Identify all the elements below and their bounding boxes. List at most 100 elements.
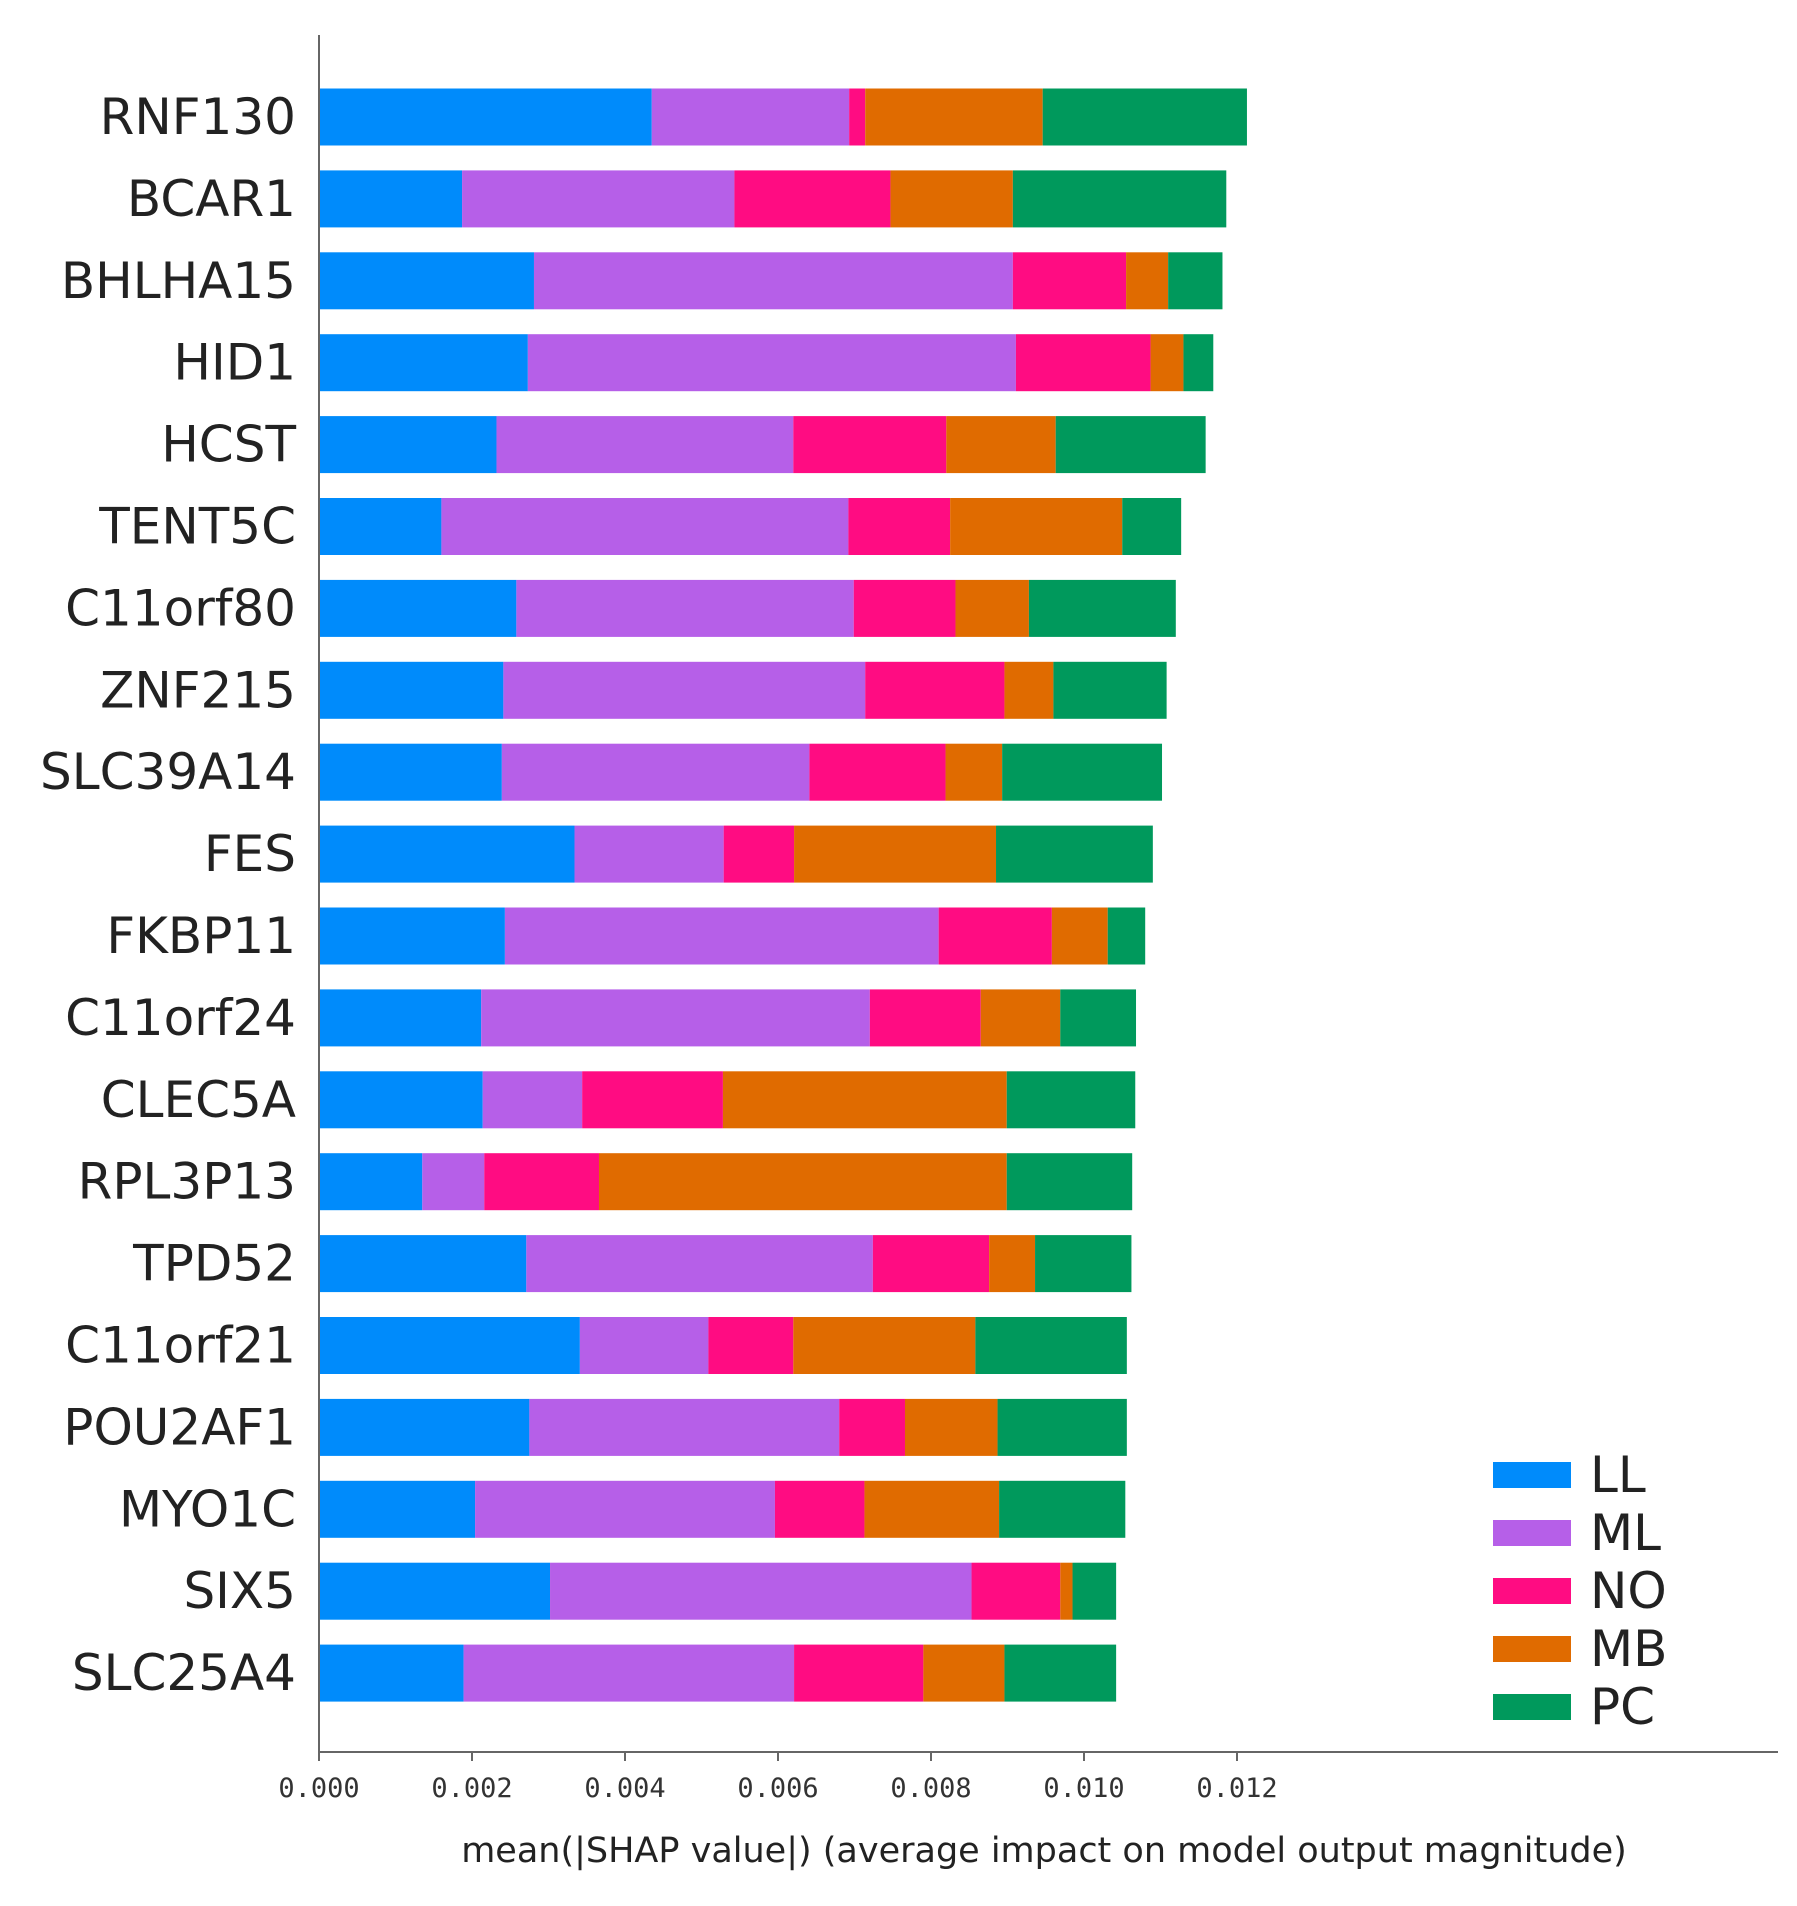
y-tick-label-znf215: ZNF215 <box>100 661 296 719</box>
x-tick-label: 0.006 <box>737 1773 818 1804</box>
bar-segment-slc25a4-pc <box>1004 1644 1117 1702</box>
bar-segment-rpl3p13-ml <box>422 1153 485 1211</box>
bar-segment-c11orf21-mb <box>793 1317 976 1374</box>
bar-segment-tent5c-mb <box>950 498 1123 555</box>
bar-segment-hcst-pc <box>1055 416 1206 474</box>
bar-segment-tpd52-ml <box>526 1235 873 1293</box>
bar-segment-fkbp11-ml <box>504 907 939 965</box>
bar-segment-clec5a-pc <box>1006 1071 1136 1129</box>
y-tick-label-pou2af1: POU2AF1 <box>63 1398 296 1456</box>
y-tick-label-rpl3p13: RPL3P13 <box>78 1153 296 1211</box>
bar-segment-c11orf24-no <box>869 989 981 1047</box>
bar-segment-rpl3p13-no <box>484 1153 599 1211</box>
bar-segment-znf215-pc <box>1053 661 1167 719</box>
bar-segment-tent5c-ml <box>441 498 849 555</box>
bar-segment-znf215-ml <box>503 661 866 719</box>
bar-segment-fes-pc <box>996 825 1153 883</box>
bar-segment-pou2af1-mb <box>904 1398 998 1456</box>
bar-segment-bhlha15-pc <box>1168 252 1223 310</box>
bar-segment-tpd52-pc <box>1035 1235 1132 1293</box>
x-ticks-group: 0.000 0.002 0.004 0.006 0.008 0.010 0.012 <box>278 1752 1278 1804</box>
bar-segment-fes-mb <box>794 825 997 883</box>
bar-segment-six5-mb <box>1060 1562 1073 1620</box>
bar-segment-pou2af1-ml <box>529 1398 840 1456</box>
bar-segment-clec5a-mb <box>722 1071 1007 1129</box>
bar-segment-znf215-no <box>865 661 1005 719</box>
bar-segment-c11orf80-ll <box>319 579 517 637</box>
bar-segment-rnf130-ll <box>319 88 652 146</box>
bar-segment-c11orf21-pc <box>975 1317 1127 1374</box>
bar-segment-tent5c-pc <box>1122 498 1182 555</box>
y-tick-label-tpd52: TPD52 <box>132 1235 296 1293</box>
bar-segment-c11orf24-mb <box>980 989 1061 1047</box>
bar-segment-hid1-ml <box>527 334 1016 392</box>
legend-label-no: NO <box>1590 1562 1667 1620</box>
bar-segment-slc39a14-mb <box>945 743 1003 801</box>
bar-segment-six5-no <box>971 1562 1061 1620</box>
legend-swatch-pc <box>1493 1694 1571 1720</box>
bar-segment-clec5a-ll <box>319 1071 483 1129</box>
legend-swatch-no <box>1493 1578 1571 1604</box>
bar-segment-c11orf21-ll <box>319 1317 580 1374</box>
y-tick-label-bcar1: BCAR1 <box>127 170 296 228</box>
bar-segment-slc25a4-no <box>794 1644 924 1702</box>
bar-segment-bcar1-mb <box>890 170 1013 228</box>
legend-swatch-ll <box>1493 1462 1571 1488</box>
bar-segment-rpl3p13-pc <box>1006 1153 1133 1211</box>
bar-segment-hcst-ll <box>319 416 497 474</box>
bars-group <box>319 88 1247 1702</box>
bar-segment-bcar1-no <box>734 170 891 228</box>
legend-label-ml: ML <box>1590 1504 1661 1562</box>
bar-segment-pou2af1-no <box>839 1398 905 1456</box>
bar-segment-tpd52-no <box>872 1235 990 1293</box>
bar-segment-slc25a4-ml <box>463 1644 795 1702</box>
bar-segment-tent5c-ll <box>319 498 442 555</box>
bar-segment-slc25a4-ll <box>319 1644 464 1702</box>
bar-segment-bhlha15-no <box>1012 252 1127 310</box>
x-tick-label: 0.008 <box>890 1773 971 1804</box>
y-tick-label-myo1c: MYO1C <box>119 1480 296 1538</box>
bar-segment-rpl3p13-ll <box>319 1153 423 1211</box>
y-tick-label-bhlha15: BHLHA15 <box>61 252 296 310</box>
bar-segment-fkbp11-pc <box>1107 907 1146 965</box>
legend-label-ll: LL <box>1590 1446 1646 1504</box>
bar-segment-tpd52-ll <box>319 1235 527 1293</box>
bar-segment-rnf130-ml <box>651 88 850 146</box>
bar-segment-slc39a14-no <box>809 743 946 801</box>
bar-segment-slc39a14-pc <box>1002 743 1163 801</box>
x-tick-label: 0.000 <box>278 1773 359 1804</box>
y-tick-label-tent5c: TENT5C <box>98 498 296 556</box>
bar-segment-hid1-pc <box>1183 334 1214 392</box>
bar-segment-clec5a-no <box>582 1071 723 1129</box>
x-tick-label: 0.002 <box>431 1773 512 1804</box>
bar-segment-six5-ll <box>319 1562 551 1620</box>
y-tick-label-clec5a: CLEC5A <box>101 1071 296 1129</box>
y-tick-label-fes: FES <box>204 825 296 883</box>
bar-segment-pou2af1-pc <box>997 1398 1127 1456</box>
bar-segment-myo1c-pc <box>999 1480 1126 1538</box>
bar-segment-fkbp11-mb <box>1051 907 1108 965</box>
bar-segment-hcst-mb <box>946 416 1056 474</box>
bar-segment-rpl3p13-mb <box>598 1153 1007 1211</box>
bar-segment-myo1c-ll <box>319 1480 476 1538</box>
bar-segment-rnf130-pc <box>1042 88 1247 146</box>
bar-segment-hid1-ll <box>319 334 528 392</box>
bar-segment-c11orf24-ll <box>319 989 482 1047</box>
y-tick-label-c11orf80: C11orf80 <box>65 579 296 637</box>
legend-label-pc: PC <box>1590 1678 1655 1736</box>
bar-segment-c11orf24-pc <box>1060 989 1137 1047</box>
y-tick-label-c11orf21: C11orf21 <box>65 1317 296 1375</box>
bar-segment-bcar1-ml <box>462 170 735 228</box>
bar-segment-slc39a14-ml <box>501 743 810 801</box>
bar-segment-bcar1-pc <box>1012 170 1227 228</box>
bar-segment-fes-ll <box>319 825 575 883</box>
bar-segment-myo1c-ml <box>475 1480 775 1538</box>
bar-segment-fkbp11-ll <box>319 907 505 965</box>
bar-segment-fes-no <box>723 825 795 883</box>
x-tick-label: 0.010 <box>1043 1773 1124 1804</box>
bar-segment-rnf130-no <box>849 88 866 146</box>
bar-segment-bhlha15-mb <box>1126 252 1169 310</box>
y-tick-label-six5: SIX5 <box>183 1562 296 1620</box>
bar-segment-c11orf21-no <box>708 1317 794 1374</box>
